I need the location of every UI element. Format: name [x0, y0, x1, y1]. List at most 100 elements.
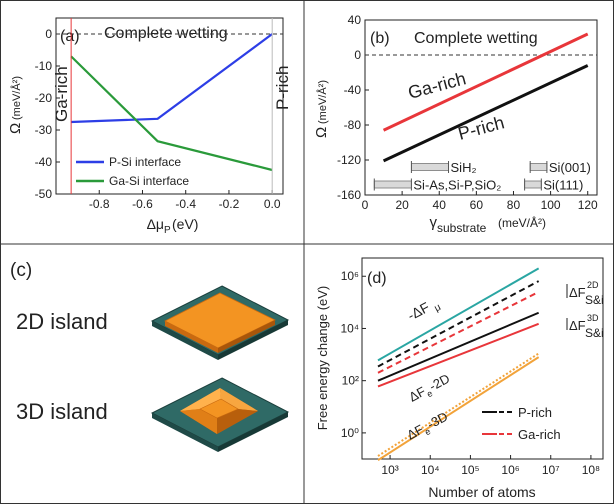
- panel-b-xlabel: γ: [430, 214, 438, 231]
- panel-b-xlabel-sub: substrate: [437, 221, 487, 235]
- label-delta-fe-2d: ΔF e -2D: [406, 371, 452, 405]
- panel-c: (c) 2D island 3D island: [10, 260, 290, 452]
- panel-b-p-rich-label: P-rich: [456, 112, 507, 143]
- y-tick-label-0: -50: [35, 187, 53, 201]
- x-tick-label-4: 0.0: [264, 197, 281, 211]
- panel-d-series: [377, 267, 540, 462]
- panel-d-frame: [361, 257, 604, 460]
- label-f2d-main: ΔF: [569, 285, 586, 300]
- y-tick-label-1: 10²: [342, 374, 359, 388]
- x-tick-label-0: -0.8: [89, 197, 110, 211]
- label-delta-fe-3d-main: ΔF: [404, 422, 426, 443]
- y-tick-label-2: -80: [344, 118, 362, 132]
- series-p-rich: [382, 64, 589, 163]
- series-ga-rich: [382, 32, 589, 132]
- label-delta-fe-3d: ΔF e -3D: [404, 409, 450, 443]
- y-tick-label-3: -40: [344, 83, 362, 97]
- panel-b-ga-rich-label: Ga-rich: [406, 68, 468, 103]
- label-delta-f-mu-sub: μ: [433, 302, 443, 315]
- label-f3d-sub: S&i: [585, 326, 604, 340]
- x-tick-label-5: 100: [541, 198, 561, 212]
- x-tick-label-4: 80: [507, 198, 521, 212]
- y-tick-label-2: 10⁴: [340, 321, 359, 335]
- panel-a-label: (a): [60, 28, 80, 45]
- legend-p-rich-label: P-rich: [518, 405, 552, 420]
- label-delta-fe-2d-sub: e: [425, 388, 434, 399]
- y-tick-label-0: 10⁰: [341, 426, 359, 440]
- panel-d-ylabel: Free energy change (eV): [315, 286, 330, 431]
- x-tick-label-6: 120: [578, 198, 598, 212]
- range-label-2: Si(001): [549, 160, 591, 175]
- label-f2d-sub: S&i: [585, 293, 604, 307]
- panel-a-xlabel-unit: (eV): [172, 216, 198, 232]
- label-delta-fe-3d-sub: e: [423, 426, 432, 437]
- substrate-3d-side-right: [218, 412, 288, 452]
- panel-d-legend: P-rich Ga-rich: [482, 405, 561, 442]
- island-2d-side-right: [218, 320, 275, 353]
- island-2d-illustration: [150, 285, 290, 360]
- ga-rich-label: Ga-rich: [52, 66, 71, 122]
- y-tick-label-0: -160: [337, 188, 361, 202]
- y-tick-label-3: -20: [35, 91, 53, 105]
- substrate-2d-side-right: [218, 320, 288, 360]
- series-ga-si-interface: [70, 55, 273, 172]
- island-3d-facet-front-right: [217, 409, 258, 434]
- y-tick-label-4: -10: [35, 59, 53, 73]
- panel-b-ylabel-unit: (meV/Å²): [316, 80, 329, 124]
- panel-a-ticks: -0.8 -0.6 -0.4 -0.2 0.0 -50 -40 -30 -20 -10 0: [35, 27, 283, 211]
- panel-b: (b) Complete wetting 0 20 40 60 80 100 120 -160…: [313, 13, 598, 235]
- island-3d-label: 3D island: [16, 399, 108, 424]
- label-f3d-main: ΔF: [569, 318, 586, 333]
- label-f2d-sup: 2D: [587, 280, 599, 290]
- range-bar-0: [410, 163, 449, 171]
- x-tick-label-3: -0.2: [219, 197, 240, 211]
- x-tick-label-2: -0.4: [175, 197, 196, 211]
- x-tick-label-3: 10⁶: [501, 463, 519, 477]
- panel-b-ticks: 0 20 40 60 80 100 120 -160 -120 -80 -40 0 40: [337, 13, 598, 212]
- panel-a-frame: [55, 17, 284, 195]
- label-delta-f-mu: -ΔF μ: [405, 299, 444, 324]
- panel-b-label: (b): [370, 30, 390, 47]
- range-label-0: SiH₂: [451, 160, 477, 175]
- panel-a-legend: P-Si interface Ga-Si interface: [76, 155, 189, 188]
- x-tick-label-1: -0.6: [132, 197, 153, 211]
- substrate-2d-side-left: [152, 321, 218, 360]
- range-bar-2: [529, 163, 548, 171]
- panel-b-frame: [364, 19, 598, 196]
- y-tick-label-4: 0: [354, 48, 361, 62]
- range-bar-1: [373, 180, 412, 189]
- x-tick-label-1: 10⁴: [421, 463, 440, 477]
- island-3d-top-facet: [199, 398, 239, 419]
- y-tick-label-5: 40: [348, 13, 362, 27]
- island-3d-illustration: [150, 377, 290, 452]
- panel-c-label: (c): [10, 260, 32, 281]
- x-tick-label-4: 10⁷: [542, 463, 560, 477]
- x-tick-label-5: 10⁸: [582, 463, 600, 477]
- series-4-ga-rich-3d: [377, 322, 540, 388]
- range-bar-3: [524, 180, 542, 189]
- series-5-fe-2d: [377, 352, 540, 457]
- panel-b-annotation: Complete wetting: [414, 30, 538, 47]
- x-tick-label-2: 10⁵: [461, 463, 479, 477]
- panel-a-regions: Ga-rich P-rich: [52, 18, 292, 194]
- x-tick-label-0: 10³: [381, 463, 398, 477]
- panel-a-ylabel-unit: (meV/Å²): [10, 76, 23, 120]
- panel-d-label: (d): [367, 270, 387, 287]
- legend-label-p-si: P-Si interface: [109, 155, 181, 169]
- label-f3d-sup: 3D: [587, 313, 599, 323]
- p-rich-label: P-rich: [273, 66, 292, 110]
- series-6-fe-3d: [377, 356, 540, 462]
- panel-d-ticks: 10³ 10⁴ 10⁵ 10⁶ 10⁷ 10⁸ 10⁰ 10² 10⁴ 10⁶: [340, 269, 600, 477]
- panel-b-series: [382, 32, 589, 163]
- series-0-f: [377, 267, 540, 362]
- legend-ga-rich-label: Ga-rich: [518, 427, 561, 442]
- label-delta-f-mu-main: -ΔF: [405, 299, 432, 324]
- panel-a: (a) Complete wetting -0.8 -0.6 -0.4 -0.2 0.0…: [7, 17, 292, 236]
- y-tick-label-5: 0: [45, 27, 52, 41]
- panel-a-ylabel-symbol: Ω: [7, 123, 24, 134]
- panel-a-xlabel: Δμ: [147, 216, 164, 232]
- panel-a-ylabel: Ω (meV/Å²): [7, 76, 24, 134]
- island-2d-label: 2D island: [16, 309, 108, 334]
- y-tick-label-1: -40: [35, 155, 53, 169]
